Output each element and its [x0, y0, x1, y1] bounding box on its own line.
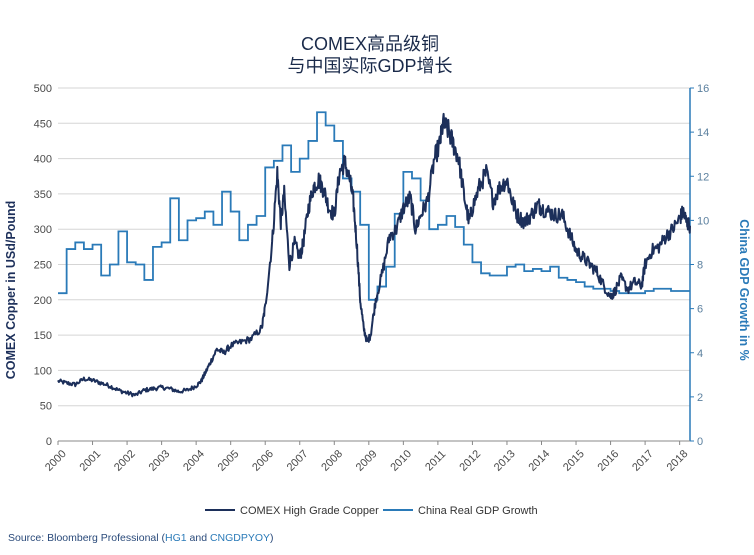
- x-tick-label: 2015: [561, 448, 587, 474]
- x-tick-label: 2008: [319, 448, 345, 474]
- series-line-china-gdp: [58, 111, 690, 301]
- y-right-tick-label: 6: [697, 304, 703, 316]
- x-tick-label: 2010: [388, 448, 414, 474]
- x-tick-label: 2006: [250, 448, 276, 474]
- x-tick-label: 2001: [78, 448, 104, 474]
- source-code-hg1: HG1: [165, 532, 187, 544]
- legend-label-gdp: China Real GDP Growth: [418, 505, 538, 517]
- x-tick-label: 2017: [630, 448, 656, 474]
- series-line-copper: [57, 112, 691, 398]
- chart-title-line-1: COMEX高品级铜: [301, 34, 439, 54]
- y-right-tick-label: 14: [697, 127, 709, 139]
- y-axis-left-label: COMEX Copper in USd/Pound: [4, 201, 18, 379]
- y-left-tick-label: 0: [46, 436, 52, 448]
- chart-title-line-2: 与中国实际GDP增长: [287, 56, 452, 76]
- y-right-tick-label: 2: [697, 392, 703, 404]
- x-tick-label: 2018: [665, 448, 691, 474]
- y-right-tick-label: 0: [697, 436, 703, 448]
- x-tick-label: 2000: [43, 448, 69, 474]
- y-left-tick-label: 100: [34, 365, 52, 377]
- y-right-tick-label: 12: [697, 171, 709, 183]
- y-right-tick-label: 4: [697, 348, 703, 360]
- y-right-tick-label: 8: [697, 260, 703, 272]
- y-right-tick-label: 16: [697, 83, 709, 95]
- source-prefix: Source: Bloomberg Professional (: [8, 532, 165, 544]
- legend: COMEX High Grade Copper China Real GDP G…: [205, 505, 538, 517]
- x-tick-label: 2002: [112, 448, 138, 474]
- x-tick-label: 2012: [457, 448, 483, 474]
- x-tick-label: 2014: [526, 448, 552, 474]
- source-note: Source: Bloomberg Professional (HG1 and …: [8, 532, 274, 544]
- legend-label-copper: COMEX High Grade Copper: [240, 505, 379, 517]
- y-left-tick-label: 500: [34, 83, 52, 95]
- y-left-tick-label: 50: [40, 401, 52, 413]
- left-axis-ticks: 0 50 100 150 200 250 300 350 400 450 500: [34, 83, 52, 448]
- x-tick-label: 2009: [354, 448, 380, 474]
- y-right-tick-label: 10: [697, 215, 709, 227]
- y-left-tick-label: 250: [34, 260, 52, 272]
- x-tick-label: 2013: [492, 448, 518, 474]
- source-code-cngdpyoy: CNGDPYOY: [209, 532, 271, 544]
- y-left-tick-label: 400: [34, 154, 52, 166]
- x-tick-label: 2016: [596, 448, 622, 474]
- y-axis-right-label: China GDP Growth in %: [737, 219, 751, 360]
- y-left-tick-label: 200: [34, 295, 52, 307]
- right-axis-ticks: 0 2 4 6 8 10 12 14 16: [690, 83, 709, 448]
- x-tick-label: 2011: [423, 448, 448, 473]
- y-left-tick-label: 350: [34, 189, 52, 201]
- x-tick-label: 2004: [181, 448, 207, 474]
- source-mid: and: [186, 532, 210, 544]
- x-axis-ticks: 2000 2001 2002 2003 2004 2005 2006 2007 2008 2009…: [43, 441, 690, 474]
- y-left-tick-label: 300: [34, 224, 52, 236]
- x-tick-label: 2003: [147, 448, 173, 474]
- x-tick-label: 2007: [285, 448, 311, 474]
- y-left-tick-label: 150: [34, 330, 52, 342]
- series-group: [57, 111, 691, 398]
- y-left-tick-label: 450: [34, 118, 52, 130]
- source-suffix: ): [270, 532, 274, 544]
- x-tick-label: 2005: [216, 448, 242, 474]
